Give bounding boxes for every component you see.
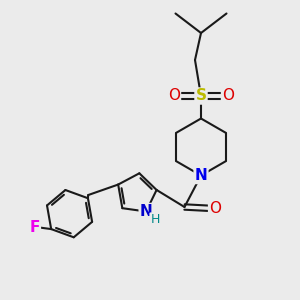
Text: O: O: [222, 88, 234, 104]
Text: S: S: [196, 88, 206, 104]
Text: O: O: [209, 201, 221, 216]
Text: O: O: [168, 88, 180, 104]
Text: N: N: [140, 204, 152, 219]
Text: N: N: [195, 168, 207, 183]
Text: H: H: [150, 213, 160, 226]
Text: F: F: [29, 220, 40, 235]
